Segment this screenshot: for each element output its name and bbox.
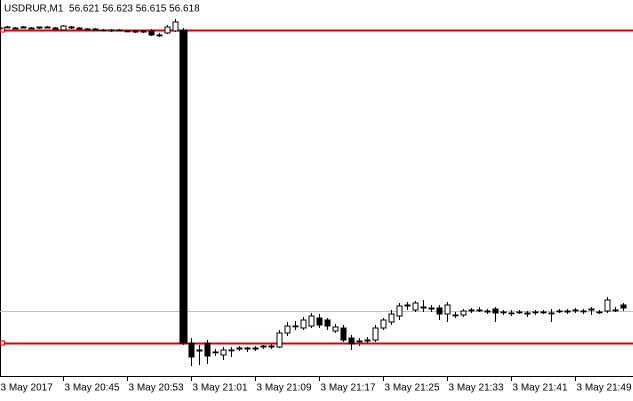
candle-body <box>12 27 19 30</box>
candle-body <box>84 28 91 31</box>
x-tick-label: 3 May 2017 <box>1 383 54 394</box>
candle-body <box>68 26 75 29</box>
candle-body <box>0 27 3 30</box>
candle-body <box>292 325 299 328</box>
candle-body <box>308 315 315 327</box>
candle-body <box>276 332 283 348</box>
candle-body <box>4 26 11 29</box>
candle-body <box>28 27 35 30</box>
candle-body <box>220 349 227 356</box>
candle-body <box>452 314 459 317</box>
candle-body <box>324 319 331 327</box>
candle-body <box>604 299 611 312</box>
candle-body <box>228 349 235 352</box>
candle-body <box>36 26 43 29</box>
candle-body <box>52 27 59 30</box>
x-tick-label: 3 May 20:45 <box>65 383 120 394</box>
candle-body <box>460 310 467 316</box>
candle-body <box>60 25 67 31</box>
candle-body <box>179 29 188 344</box>
candle-body <box>620 304 627 309</box>
x-axis: 3 May 2017 3 May 20:45 3 May 20:53 3 May 21… <box>1 376 632 394</box>
candle-body <box>492 308 499 314</box>
candle-body <box>332 326 339 332</box>
x-tick-label: 3 May 20:53 <box>129 383 184 394</box>
candle-body <box>596 311 603 314</box>
candle-body <box>316 317 323 326</box>
candle-body <box>156 34 163 37</box>
candle-body <box>132 30 139 33</box>
candle-body <box>404 304 411 307</box>
candle-body <box>188 342 195 358</box>
candle-body <box>428 307 435 310</box>
candle-body <box>252 347 259 350</box>
candle-body <box>396 305 403 317</box>
candle-body <box>44 26 51 29</box>
candle-body <box>484 310 491 313</box>
candle-body <box>148 30 155 36</box>
x-tick-label: 3 May 21:17 <box>321 383 376 394</box>
candle-body <box>124 30 131 33</box>
candle-body <box>444 304 451 315</box>
x-tick-label: 3 May 21:33 <box>449 383 504 394</box>
candle-body <box>244 347 251 350</box>
candle-body <box>572 309 579 312</box>
candle-body <box>500 311 507 314</box>
candle-body <box>516 311 523 314</box>
candle-body <box>108 29 115 32</box>
candle-body <box>412 302 419 311</box>
candle-body <box>76 27 83 30</box>
candle-body <box>204 342 211 357</box>
x-tick-label: 3 May 21:41 <box>513 383 568 394</box>
candle-body <box>284 325 291 334</box>
candle-body <box>364 339 371 342</box>
candle-body <box>388 313 395 323</box>
candle-body <box>420 306 427 309</box>
candle-body <box>340 327 347 341</box>
candle-body <box>524 312 531 315</box>
candle-body <box>236 347 243 350</box>
x-tick-label: 3 May 21:01 <box>193 383 248 394</box>
candle-body <box>100 29 107 32</box>
candle-body <box>380 319 387 329</box>
candle-body <box>92 28 99 31</box>
line-anchor <box>0 340 5 346</box>
candle-body <box>540 311 547 314</box>
candle-body <box>468 309 475 312</box>
x-tick-label: 3 May 21:09 <box>257 383 312 394</box>
x-tick-label: 3 May 21:25 <box>385 383 440 394</box>
candle-body <box>548 312 555 315</box>
candle-body <box>372 327 379 341</box>
candle-body <box>140 30 147 33</box>
candle-body <box>564 310 571 313</box>
candle-body <box>356 340 363 343</box>
candle-body <box>556 310 563 313</box>
candle-body <box>508 312 515 315</box>
candle-body <box>212 351 219 354</box>
candle-body <box>172 21 179 32</box>
candle-body <box>476 309 483 312</box>
candle-body <box>580 310 587 313</box>
candle-body <box>348 337 355 345</box>
chart-title: USDRUR,M1 56.621 56.623 56.615 56.618 <box>4 4 200 15</box>
candle-body <box>532 311 539 314</box>
x-tick-label: 3 May 21:49 <box>577 383 632 394</box>
candle-body <box>116 29 123 32</box>
candles <box>0 19 627 366</box>
candle-body <box>20 26 27 29</box>
candle-body <box>268 345 275 348</box>
candle-body <box>164 26 171 34</box>
candle-body <box>612 309 619 312</box>
candle-body <box>196 349 203 352</box>
candle-body <box>588 308 595 311</box>
candle-body <box>436 307 443 315</box>
candle-body <box>260 345 267 348</box>
candle-body <box>300 319 307 329</box>
